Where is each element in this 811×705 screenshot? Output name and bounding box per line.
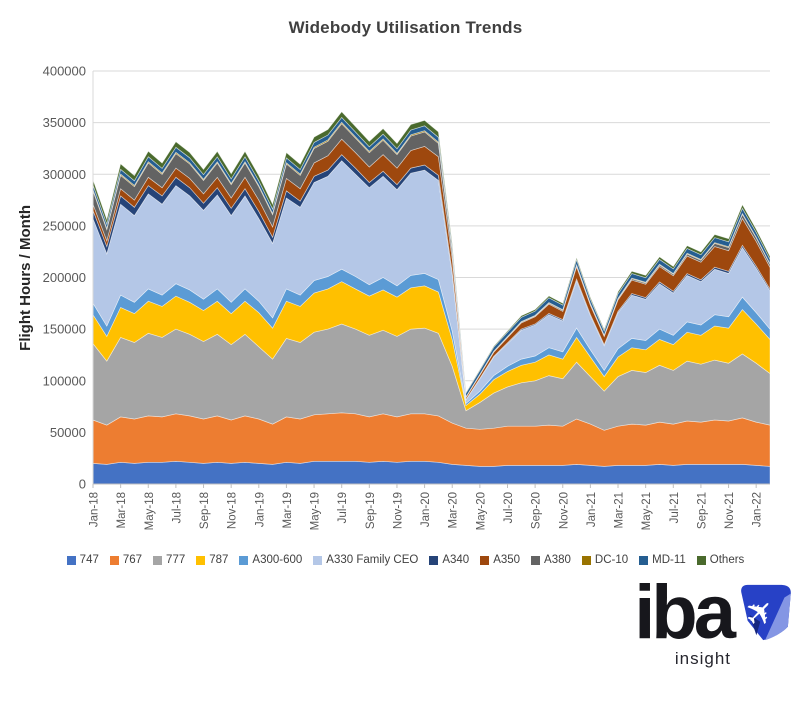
legend-label: DC-10 <box>594 554 629 566</box>
legend-item-a330-family-ceo: A330 Family CEO <box>313 554 418 566</box>
brand-tagline: insight <box>674 649 731 668</box>
y-tick-label: 350000 <box>43 115 86 130</box>
legend-item-a350: A350 <box>480 554 520 566</box>
x-tick-label: Jan-19 <box>254 492 266 527</box>
utilisation-chart: 0 50000 100000 150000 200000 250000 300000 3500… <box>43 64 771 530</box>
x-tick-label: Mar-18 <box>116 492 128 528</box>
y-tick-label: 100000 <box>43 373 86 388</box>
legend-label: A340 <box>442 554 470 566</box>
brand-wordmark: iba <box>634 570 736 655</box>
x-tick-label: Nov-20 <box>558 492 570 529</box>
legend-swatch <box>639 555 649 565</box>
legend-label: 787 <box>209 554 229 566</box>
brand-block: iba ✈ insight <box>634 570 799 669</box>
x-axis-labels: Jan-18 Mar-18 May-18 Jul-18 Sep-18 Nov-18 Jan-… <box>89 484 764 530</box>
axes <box>92 71 770 485</box>
x-tick-label: Jan-20 <box>420 492 432 527</box>
x-tick-label: Jul-19 <box>337 492 349 523</box>
x-tick-label: Sep-21 <box>696 492 708 529</box>
x-tick-label: Jan-21 <box>586 492 598 527</box>
brand-row: iba ✈ <box>634 570 799 655</box>
legend-item-747: 747 <box>66 554 99 566</box>
x-tick-label: Jan-22 <box>752 492 764 527</box>
legend-label: A300-600 <box>252 554 303 566</box>
legend-swatch <box>313 555 323 565</box>
x-tick-label: May-21 <box>641 492 653 530</box>
legend-label: A350 <box>493 554 521 566</box>
legend-swatch <box>696 555 706 565</box>
x-tick-label: Mar-19 <box>282 492 294 528</box>
legend-label: A380 <box>544 554 571 566</box>
legend-item-a380: A380 <box>531 554 571 566</box>
y-axis-labels: 0 50000 100000 150000 200000 250000 300000 3500… <box>43 64 86 492</box>
legend-item-a340: A340 <box>429 554 469 566</box>
x-tick-label: Jul-18 <box>171 492 183 523</box>
x-tick-label: Jul-21 <box>669 492 681 523</box>
legend-item-777: 777 <box>153 554 185 566</box>
stacked-areas <box>92 111 771 485</box>
legend-label: 767 <box>122 554 143 566</box>
x-tick-label: May-18 <box>144 492 156 530</box>
legend-label: Others <box>709 554 745 566</box>
legend-item-others: Others <box>696 554 745 566</box>
x-tick-label: Sep-20 <box>531 492 543 529</box>
x-tick-label: Jan-18 <box>89 492 101 527</box>
x-tick-label: Mar-20 <box>448 492 460 528</box>
legend-label: 777 <box>166 554 186 566</box>
y-tick-label: 0 <box>79 477 86 492</box>
x-tick-label: May-20 <box>475 492 487 530</box>
legend-label: A330 Family CEO <box>326 554 419 566</box>
area-others <box>92 111 771 395</box>
y-tick-label: 300000 <box>43 167 86 182</box>
legend-swatch <box>480 555 490 565</box>
x-tick-label: Jul-20 <box>503 492 515 523</box>
brand-logo-icon: ✈ <box>737 584 791 641</box>
legend-swatch <box>66 555 76 565</box>
x-tick-label: Mar-21 <box>614 492 626 528</box>
x-tick-label: Nov-19 <box>392 492 404 529</box>
legend-item-a300-600: A300-600 <box>239 554 302 566</box>
y-tick-label: 200000 <box>43 270 86 285</box>
legend-item-787: 787 <box>196 554 228 566</box>
chart-title: Widebody Utilisation Trends <box>288 18 523 37</box>
legend-item-767: 767 <box>109 554 143 566</box>
legend-swatch <box>196 555 206 565</box>
legend-label: MD-11 <box>652 554 686 566</box>
x-tick-label: Sep-19 <box>365 492 377 529</box>
legend-label: 747 <box>79 554 99 566</box>
chart-legend: 747 767 777 787 A300-600 A330 Family CEO A340 A… <box>0 554 811 566</box>
y-tick-label: 400000 <box>43 64 86 79</box>
legend-swatch <box>429 555 439 565</box>
legend-swatch <box>109 555 119 565</box>
x-tick-label: Nov-18 <box>227 492 239 529</box>
y-tick-label: 250000 <box>43 218 86 233</box>
legend-swatch <box>531 555 541 565</box>
legend-swatch <box>581 555 591 565</box>
x-tick-label: May-19 <box>310 492 322 530</box>
x-tick-label: Sep-18 <box>199 492 211 529</box>
legend-item-dc-10: DC-10 <box>581 554 629 566</box>
legend-item-md-11: MD-11 <box>639 554 686 566</box>
legend-swatch <box>153 555 163 565</box>
y-tick-label: 150000 <box>43 322 86 337</box>
x-tick-label: Nov-21 <box>724 492 736 529</box>
y-tick-label: 50000 <box>50 425 86 440</box>
legend-swatch <box>239 555 249 565</box>
